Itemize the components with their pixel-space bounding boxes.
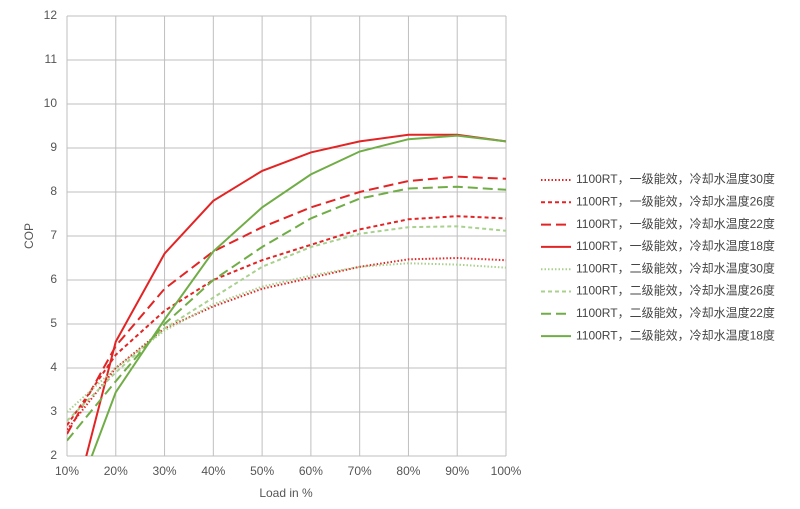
series-line bbox=[85, 133, 506, 456]
y-tick-label: 5 bbox=[50, 316, 57, 330]
y-tick-label: 7 bbox=[50, 228, 57, 242]
y-tick-label: 4 bbox=[50, 360, 57, 374]
x-tick-label: 30% bbox=[153, 464, 177, 478]
series-line bbox=[67, 262, 506, 413]
x-tick-label: 40% bbox=[201, 464, 225, 478]
y-tick-label: 9 bbox=[50, 140, 57, 154]
legend-label: 1100RT，一级能效，冷却水温度26度 bbox=[576, 193, 775, 208]
x-tick-label: 10% bbox=[55, 464, 79, 478]
y-axis-label: COP bbox=[22, 223, 36, 249]
x-tick-label: 50% bbox=[250, 464, 274, 478]
series-line bbox=[67, 215, 506, 426]
y-tick-label: 2 bbox=[50, 448, 57, 462]
y-tick-label: 8 bbox=[50, 184, 57, 198]
y-tick-label: 11 bbox=[45, 52, 58, 66]
legend-label: 1100RT，一级能效，冷却水温度30度 bbox=[576, 171, 775, 186]
series-line bbox=[90, 134, 506, 456]
legend-label: 1100RT，一级能效，冷却水温度18度 bbox=[576, 238, 775, 253]
series-line bbox=[67, 185, 506, 442]
y-tick-label: 10 bbox=[44, 96, 58, 110]
series-line bbox=[67, 225, 506, 422]
y-tick-label: 12 bbox=[44, 8, 58, 22]
series-line bbox=[67, 175, 506, 435]
x-tick-label: 70% bbox=[348, 464, 372, 478]
x-tick-label: 90% bbox=[445, 464, 469, 478]
legend-label: 1100RT，二级能效，冷却水温度30度 bbox=[576, 260, 775, 275]
x-tick-label: 60% bbox=[299, 464, 323, 478]
legend-label: 1100RT，二级能效，冷却水温度18度 bbox=[576, 327, 775, 342]
plot-lines bbox=[67, 133, 506, 456]
series-line bbox=[67, 256, 506, 431]
y-tick-label: 6 bbox=[50, 272, 57, 286]
legend-label: 1100RT，一级能效，冷却水温度22度 bbox=[576, 216, 775, 231]
x-tick-label: 100% bbox=[491, 464, 522, 478]
x-tick-label: 80% bbox=[396, 464, 420, 478]
y-tick-label: 3 bbox=[50, 404, 57, 418]
legend-label: 1100RT，二级能效，冷却水温度26度 bbox=[576, 283, 775, 298]
legend-label: 1100RT，二级能效，冷却水温度22度 bbox=[576, 305, 775, 320]
x-tick-label: 20% bbox=[104, 464, 128, 478]
x-axis-label: Load in % bbox=[259, 486, 313, 500]
